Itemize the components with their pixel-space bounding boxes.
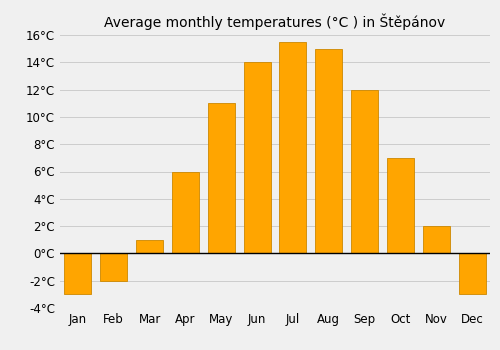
Bar	[208, 103, 234, 253]
Bar	[280, 42, 306, 253]
Bar	[423, 226, 450, 253]
Bar	[351, 90, 378, 253]
Bar	[172, 172, 199, 253]
Bar	[64, 253, 92, 294]
Bar	[100, 253, 127, 281]
Bar	[244, 62, 270, 253]
Bar	[387, 158, 414, 253]
Title: Average monthly temperatures (°C ) in Štěpánov: Average monthly temperatures (°C ) in Št…	[104, 13, 446, 30]
Bar	[136, 240, 163, 253]
Bar	[458, 253, 485, 294]
Bar	[316, 49, 342, 253]
